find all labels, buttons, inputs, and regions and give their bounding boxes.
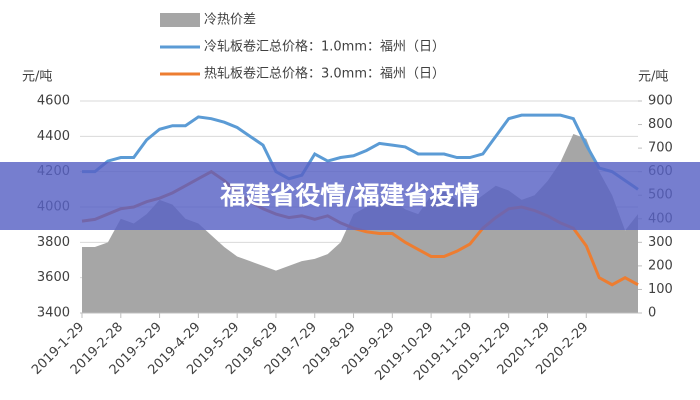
y2-tick-label: 200 [648,258,673,273]
legend-swatch [160,13,200,27]
y2-tick-label: 300 [648,235,673,250]
legend-label: 冷轧板卷汇总价格：1.0mm：福州（日） [204,39,445,55]
y-tick-label: 4600 [37,94,70,109]
y-tick-label: 3800 [37,235,70,250]
legend-label: 热轧板卷汇总价格：3.0mm：福州（日） [204,66,445,82]
banner: 福建省役情/福建省疫情 [0,162,700,230]
y2-tick-label: 900 [648,94,673,109]
y2-tick-label: 800 [648,117,673,132]
y-unit: 元/吨 [22,70,52,85]
y2-tick-label: 100 [648,282,673,297]
y-tick-label: 3600 [37,270,70,285]
y-tick-label: 4400 [37,129,70,144]
legend-label: 冷热价差 [204,13,256,28]
y2-unit: 元/吨 [638,70,668,85]
line [82,113,639,191]
y2-tick-label: 700 [648,141,673,156]
y2-tick-label: 0 [648,306,656,321]
y-tick-label: 3400 [37,306,70,321]
